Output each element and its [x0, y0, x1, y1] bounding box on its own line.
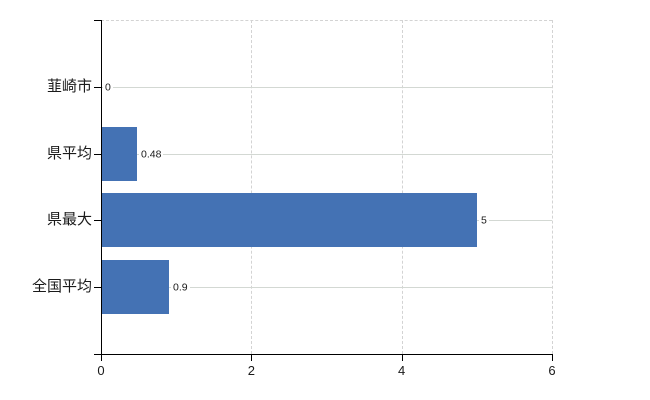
- y-axis-top-tick: [94, 20, 101, 21]
- category-tick: [94, 287, 101, 289]
- x-axis-tick: [552, 354, 553, 361]
- category-label: 県平均: [46, 144, 92, 162]
- category-tick: [94, 86, 101, 88]
- y-axis: [101, 20, 102, 354]
- x-axis: [94, 354, 552, 355]
- row-gridline: [101, 153, 552, 155]
- value-label: 5: [479, 214, 489, 228]
- x-tick-label: 6: [548, 363, 556, 378]
- x-tick-label: 0: [97, 363, 105, 378]
- value-label: 0.9: [171, 281, 190, 295]
- vertical-gridline: [552, 20, 553, 354]
- bar: [102, 260, 169, 315]
- x-axis-tick: [101, 354, 102, 361]
- vertical-gridline: [251, 20, 253, 354]
- category-tick: [94, 220, 101, 222]
- value-label: 0: [103, 81, 113, 95]
- category-label: 県最大: [46, 211, 92, 229]
- x-tick-label: 2: [247, 363, 255, 378]
- plot-top-border: [101, 20, 552, 21]
- vertical-gridline: [401, 20, 403, 354]
- value-label: 0.48: [139, 148, 164, 162]
- row-gridline: [101, 86, 552, 88]
- bar: [102, 193, 477, 248]
- x-axis-tick: [251, 354, 253, 361]
- category-label: 全国平均: [31, 278, 92, 296]
- bar: [102, 126, 137, 181]
- category-tick: [94, 153, 101, 155]
- x-tick-label: 4: [398, 363, 406, 378]
- row-gridline: [101, 287, 552, 289]
- category-label: 韮崎市: [46, 77, 92, 95]
- x-axis-tick: [401, 354, 403, 361]
